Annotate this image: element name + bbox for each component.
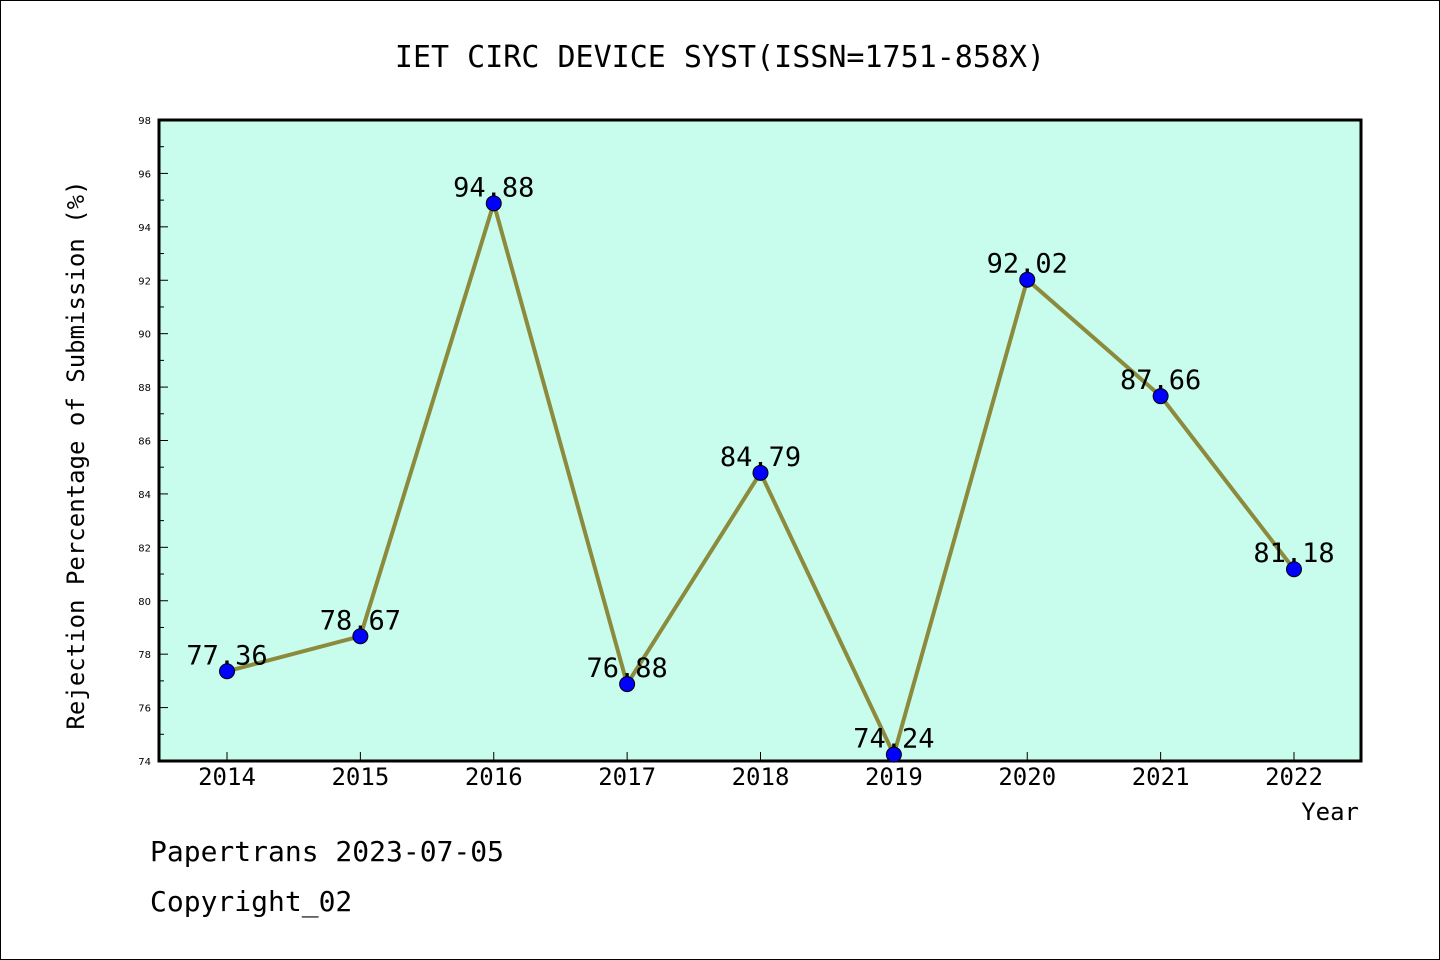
y-tick-label: 82: [138, 543, 151, 554]
data-label: 78.67: [320, 605, 401, 636]
data-labels: 77.36 78.67 94.88 76.88 84.79 74.24 92.02 87.66…: [186, 172, 1334, 754]
data-label: 76.88: [586, 653, 667, 684]
y-tick-label: 80: [138, 597, 151, 608]
x-tick-label: 2019: [865, 763, 923, 791]
y-tick-label: 78: [138, 650, 151, 661]
x-tick-label: 2018: [732, 763, 790, 791]
y-axis-label: Rejection Percentage of Submission (%): [62, 180, 90, 729]
data-label: 84.79: [720, 442, 801, 473]
data-point: [485, 195, 502, 212]
footer-copyright: Copyright_02: [150, 885, 353, 918]
x-tick-label: 2016: [465, 763, 523, 791]
y-axis: 74 76 78 80 82 84 86 88 90 92 94 96 98: [138, 116, 168, 768]
x-tick-label: 2020: [998, 763, 1056, 791]
x-tick-label: 2021: [1132, 763, 1190, 791]
data-point: [1019, 271, 1036, 288]
x-tick-label: 2017: [598, 763, 656, 791]
data-point: [619, 676, 636, 693]
x-tick-label: 2014: [198, 763, 256, 791]
x-tick-label: 2022: [1265, 763, 1323, 791]
data-point: [219, 663, 235, 680]
data-markers: [219, 195, 1302, 763]
y-tick-label: 76: [138, 704, 151, 715]
x-axis: 2014 2015 2016 2017 2018 2019 2020 2021 2022: [198, 752, 1323, 791]
data-point: [352, 628, 369, 645]
y-tick-label: 92: [138, 276, 151, 287]
y-tick-label: 88: [138, 383, 151, 394]
y-tick-label: 86: [138, 437, 151, 448]
data-label: 94.88: [453, 172, 534, 203]
data-label: 92.02: [987, 249, 1068, 280]
y-tick-label: 90: [138, 330, 151, 341]
data-label: 74.24: [853, 724, 934, 755]
y-tick-label: 96: [138, 169, 151, 180]
data-point: [1286, 561, 1302, 578]
data-label: 81.18: [1253, 538, 1334, 569]
x-tick-label: 2015: [331, 763, 389, 791]
x-axis-label: Year: [1301, 798, 1359, 826]
data-label: 87.66: [1120, 365, 1201, 396]
plot-area: [157, 118, 1363, 763]
data-point: [885, 746, 902, 763]
data-point: [1152, 388, 1169, 405]
y-tick-label: 94: [138, 223, 151, 234]
footer-date: Papertrans 2023-07-05: [150, 835, 505, 868]
data-label: 77.36: [186, 640, 267, 671]
y-tick-label: 84: [138, 490, 151, 501]
data-point: [752, 464, 769, 481]
chart-title: IET CIRC DEVICE SYST(ISSN=1751-858X): [395, 40, 1045, 75]
y-tick-label: 74: [138, 757, 151, 768]
y-tick-label: 98: [138, 116, 151, 127]
